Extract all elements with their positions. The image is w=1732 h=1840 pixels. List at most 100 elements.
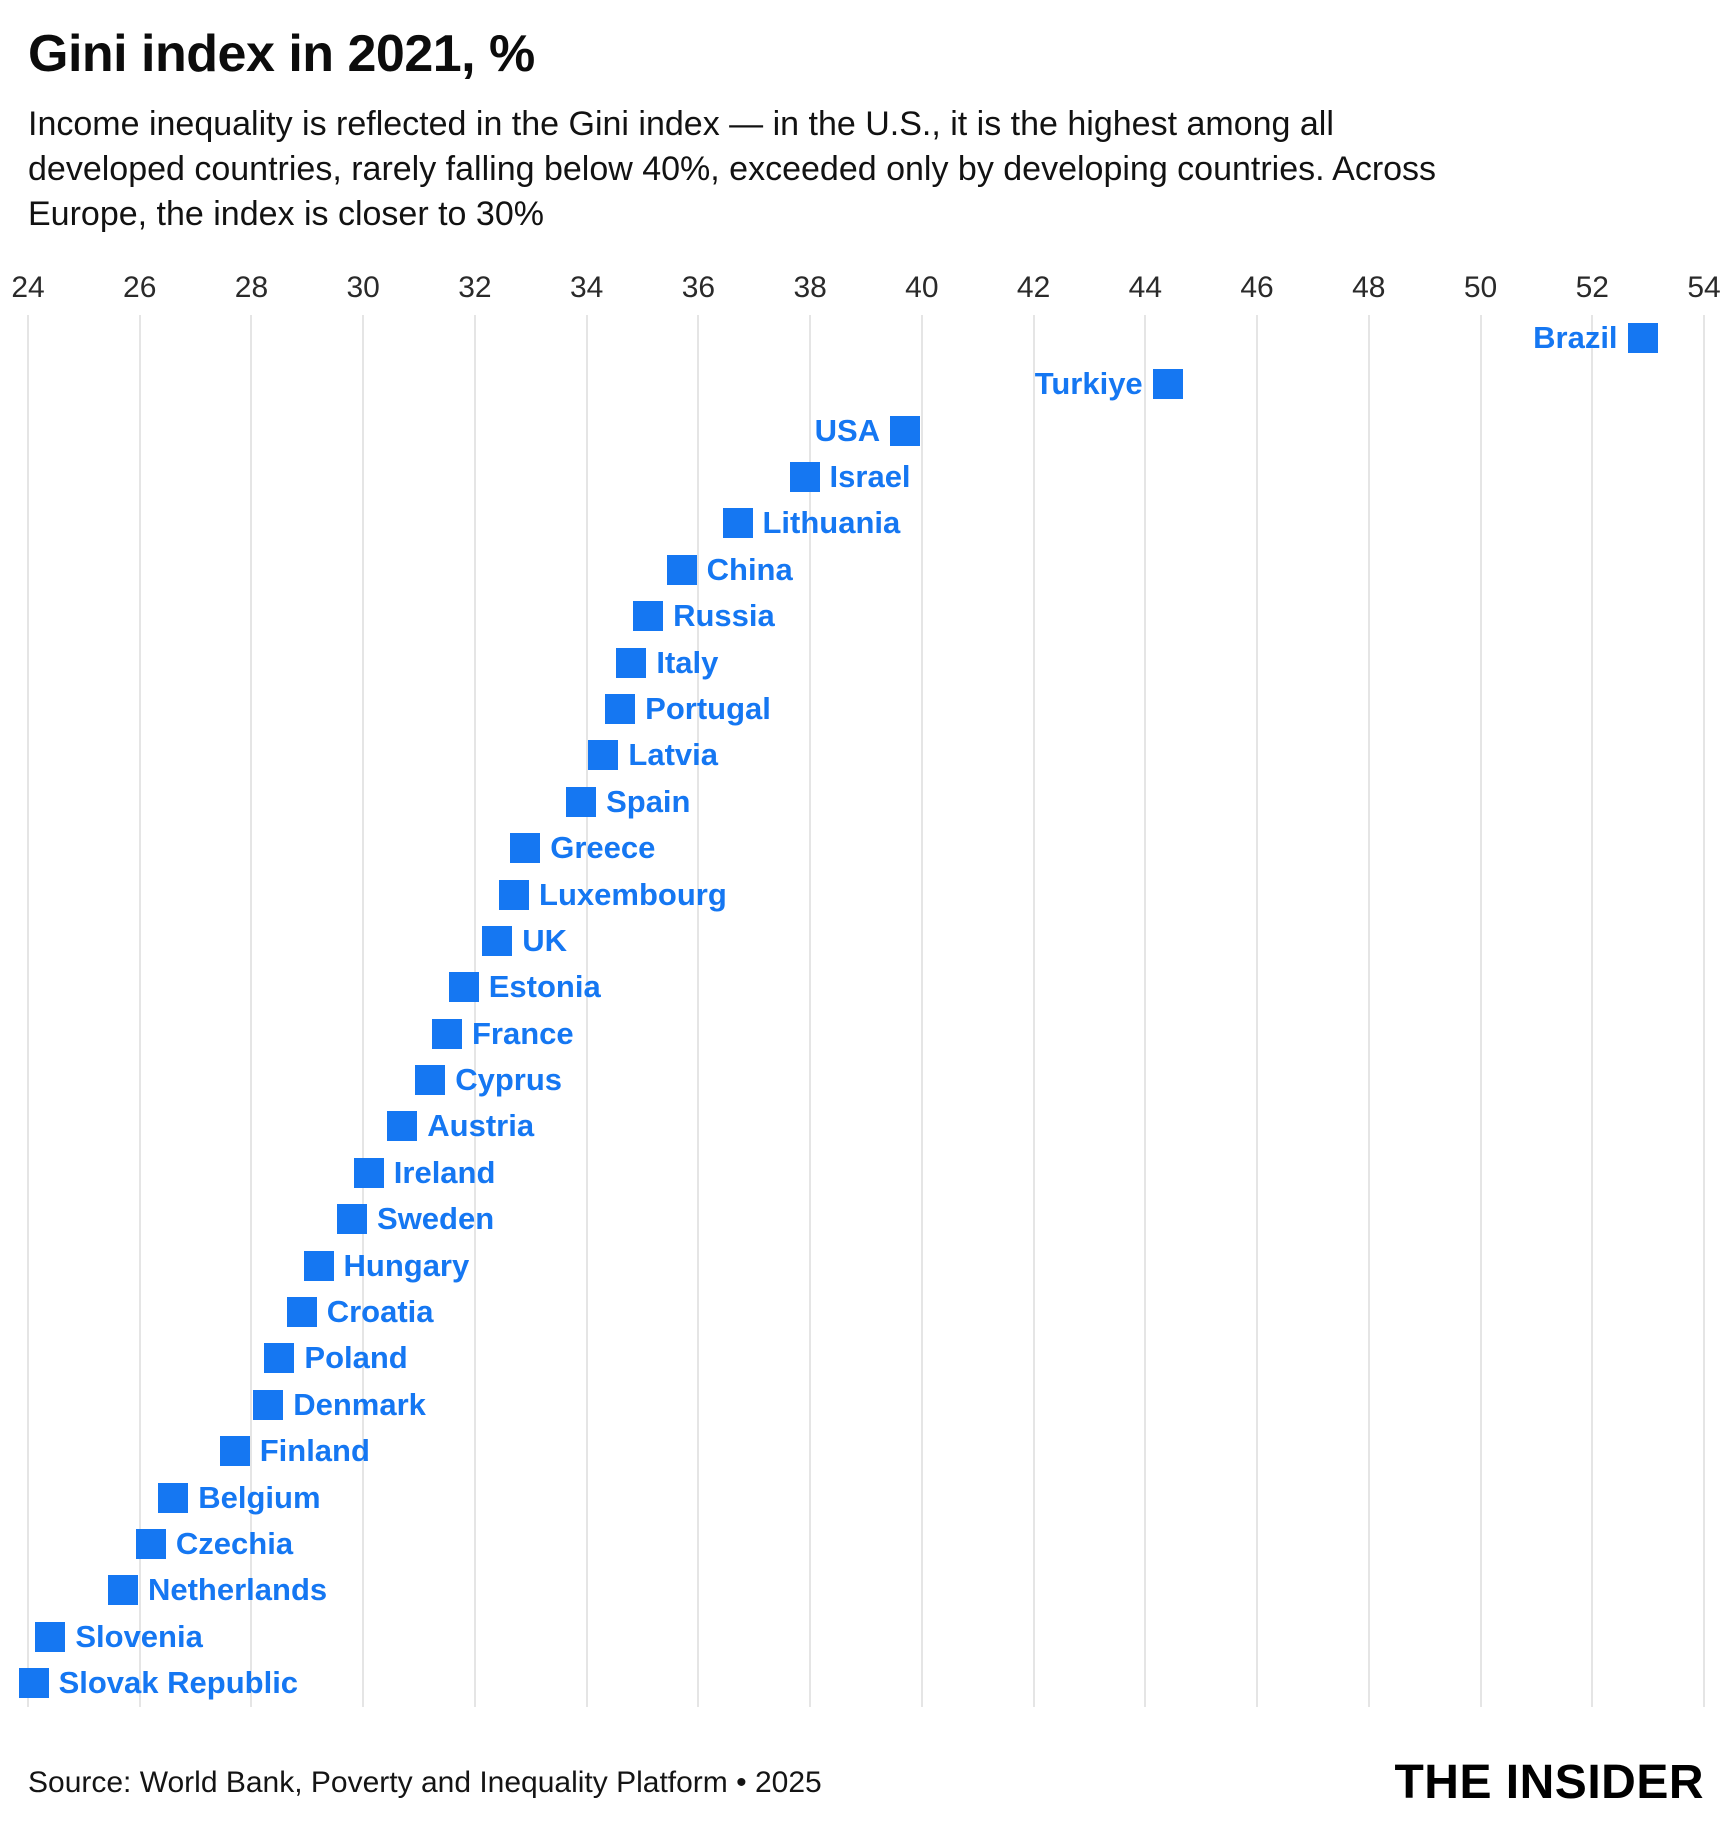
data-row-greece: Greece	[28, 825, 1704, 871]
footer: Source: World Bank, Poverty and Inequali…	[28, 1755, 1704, 1810]
data-row-netherlands: Netherlands	[28, 1567, 1704, 1613]
country-label-netherlands: Netherlands	[147, 1572, 328, 1608]
gridline-50	[1479, 314, 1482, 1707]
country-label-hungary: Hungary	[343, 1247, 470, 1283]
x-tick-48: 48	[1352, 270, 1386, 304]
gridline-44	[1144, 314, 1147, 1707]
square-marker-turkiye	[1152, 369, 1183, 400]
x-axis: 24 26 28 30 32 34 36 38 40 42 44 46 48 50 52 54	[11, 270, 1720, 315]
country-label-croatia: Croatia	[326, 1294, 434, 1330]
square-marker-netherlands	[107, 1575, 138, 1606]
gridline-32	[473, 314, 476, 1707]
country-label-france: France	[472, 1015, 574, 1051]
data-row-brazil: Brazil	[28, 315, 1704, 361]
square-marker-czechia	[135, 1528, 166, 1559]
gridline-46	[1256, 314, 1259, 1707]
square-marker-portugal	[605, 693, 636, 724]
data-rows-layer: Brazil Turkiye USA Israel Lithuania China Russ…	[18, 315, 1704, 1707]
country-label-lithuania: Lithuania	[762, 505, 901, 541]
square-marker-sweden	[337, 1204, 368, 1235]
gridline-30	[362, 314, 365, 1707]
data-row-uk: UK	[28, 918, 1704, 964]
country-label-belgium: Belgium	[198, 1479, 321, 1515]
square-marker-italy	[616, 647, 647, 678]
square-marker-brazil	[1627, 322, 1658, 353]
country-label-latvia: Latvia	[628, 737, 719, 773]
country-label-usa: USA	[814, 412, 881, 448]
gridlines-layer	[27, 314, 1705, 1707]
page-title: Gini index in 2021, %	[28, 25, 535, 83]
data-row-sweden: Sweden	[28, 1196, 1704, 1242]
x-tick-24: 24	[11, 270, 45, 304]
square-marker-latvia	[588, 740, 619, 771]
data-row-cyprus: Cyprus	[28, 1057, 1704, 1103]
square-marker-spain	[566, 786, 597, 817]
country-label-cyprus: Cyprus	[455, 1062, 563, 1098]
data-row-slovenia: Slovenia	[28, 1614, 1704, 1660]
gridline-54	[1703, 314, 1705, 1707]
country-label-czechia: Czechia	[175, 1525, 294, 1561]
square-marker-cyprus	[415, 1065, 446, 1096]
x-tick-38: 38	[793, 270, 827, 304]
country-label-spain: Spain	[606, 783, 691, 819]
data-row-czechia: Czechia	[28, 1521, 1704, 1567]
data-row-france: France	[28, 1010, 1704, 1056]
x-tick-30: 30	[346, 270, 380, 304]
square-marker-luxembourg	[499, 879, 530, 910]
data-row-finland: Finland	[28, 1428, 1704, 1474]
square-marker-slovak-republic	[18, 1668, 49, 1699]
data-row-latvia: Latvia	[28, 732, 1704, 778]
country-label-denmark: Denmark	[293, 1386, 426, 1422]
gridline-28	[250, 314, 253, 1707]
x-tick-44: 44	[1128, 270, 1163, 304]
country-label-greece: Greece	[550, 830, 656, 866]
data-row-slovak-republic: Slovak Republic	[18, 1660, 1704, 1706]
country-label-turkiye: Turkiye	[1034, 366, 1143, 402]
square-marker-croatia	[286, 1297, 317, 1328]
square-marker-poland	[264, 1343, 295, 1374]
gini-dot-plot: 24 26 28 30 32 34 36 38 40 42 44 46 48 50 52 54 Brazil T…	[11, 270, 1721, 1707]
square-marker-lithuania	[722, 508, 753, 539]
square-marker-china	[666, 554, 697, 585]
country-label-brazil: Brazil	[1533, 319, 1618, 355]
gridline-34	[585, 314, 588, 1707]
data-row-ireland: Ireland	[28, 1150, 1704, 1196]
chart-subtitle: Income inequality is reflected in the Gi…	[28, 105, 1437, 233]
gridline-36	[697, 314, 700, 1707]
x-tick-46: 46	[1240, 270, 1274, 304]
square-marker-hungary	[303, 1250, 334, 1281]
country-label-russia: Russia	[673, 598, 775, 634]
x-tick-34: 34	[569, 270, 604, 304]
square-marker-belgium	[158, 1482, 189, 1513]
square-marker-uk	[482, 925, 513, 956]
square-marker-austria	[387, 1111, 418, 1142]
gridline-24	[27, 314, 29, 1707]
gridline-38	[809, 314, 812, 1707]
gridline-48	[1367, 314, 1370, 1707]
data-row-turkiye: Turkiye	[28, 361, 1704, 407]
country-label-slovenia: Slovenia	[75, 1618, 203, 1654]
x-tick-42: 42	[1016, 270, 1051, 304]
country-label-estonia: Estonia	[488, 969, 601, 1005]
gridline-52	[1591, 314, 1594, 1707]
data-row-denmark: Denmark	[28, 1382, 1704, 1428]
data-row-estonia: Estonia	[28, 964, 1704, 1010]
square-marker-ireland	[353, 1157, 384, 1188]
square-marker-slovenia	[35, 1621, 66, 1652]
source-note: Source: World Bank, Poverty and Inequali…	[28, 1765, 822, 1799]
square-marker-greece	[510, 833, 541, 864]
x-tick-36: 36	[681, 270, 716, 304]
x-tick-32: 32	[458, 270, 492, 304]
data-row-belgium: Belgium	[28, 1474, 1704, 1520]
data-row-hungary: Hungary	[28, 1242, 1704, 1288]
country-label-poland: Poland	[304, 1340, 408, 1376]
plot-area: Brazil Turkiye USA Israel Lithuania China Russ…	[18, 314, 1705, 1707]
x-tick-50: 50	[1463, 270, 1498, 304]
square-marker-france	[432, 1018, 462, 1049]
data-row-portugal: Portugal	[28, 686, 1704, 732]
square-marker-estonia	[448, 972, 479, 1003]
x-tick-52: 52	[1575, 270, 1609, 304]
country-label-israel: Israel	[829, 458, 911, 494]
brand-logo: THE INSIDER	[1394, 1756, 1704, 1809]
